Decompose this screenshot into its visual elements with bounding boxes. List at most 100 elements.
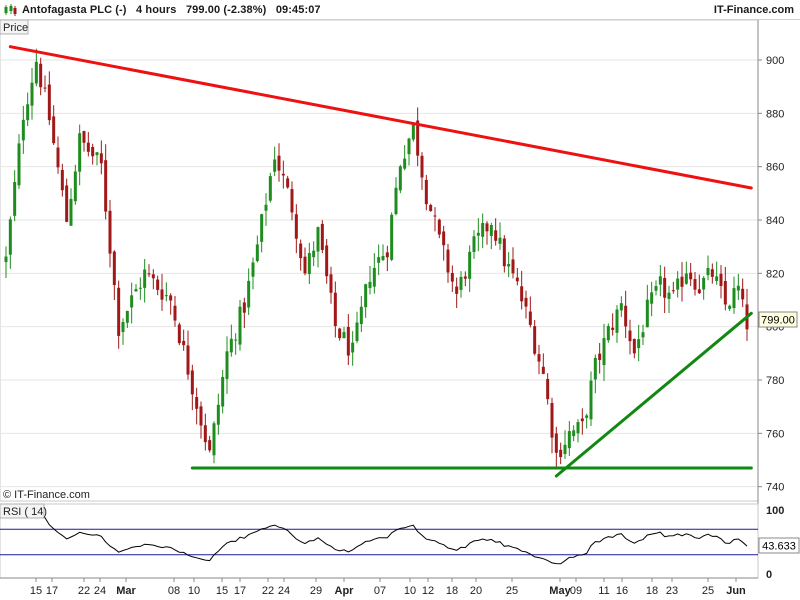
candle-body <box>463 276 467 279</box>
candle-body <box>732 288 736 309</box>
candle-body <box>78 133 82 172</box>
candle-body <box>442 231 446 246</box>
candle-body <box>684 273 688 284</box>
price-tick-label: 740 <box>766 482 784 494</box>
x-axis: 15 17 22 24 Mar 08 10 15 17 22 24 29 Apr 07 10 12 18 20 25… <box>0 577 758 597</box>
candle-body <box>476 232 480 236</box>
candle-body <box>446 249 450 273</box>
x-tick-label: 25 <box>702 585 714 597</box>
x-tick-label: May <box>549 585 571 597</box>
x-tick-label: 24 <box>94 585 106 597</box>
rsi-panel-tag <box>0 503 45 519</box>
x-tick-label: 12 <box>422 585 434 597</box>
candle-body <box>99 153 103 164</box>
candle-body <box>316 227 320 252</box>
candle-body <box>658 276 662 285</box>
last-price-marker: 799.00 <box>758 311 798 328</box>
candle-body <box>221 376 225 407</box>
candle-body <box>615 309 619 333</box>
candle-body <box>108 210 112 254</box>
candle-body <box>177 324 181 344</box>
candle-body <box>242 302 246 313</box>
x-tick-label: 22 <box>262 585 274 597</box>
candle-body <box>524 297 528 307</box>
candle-body <box>710 269 714 277</box>
brand-name: IT-Finance.com <box>713 4 794 16</box>
candle-body <box>485 223 489 232</box>
candle-body <box>238 306 242 345</box>
candle-body <box>320 223 324 251</box>
candle-body <box>481 222 485 237</box>
x-tick-label: 09 <box>570 585 582 597</box>
price-tick-label: 880 <box>766 108 784 120</box>
x-tick-label: 23 <box>666 585 678 597</box>
x-tick-label: 08 <box>168 585 180 597</box>
candle-body <box>260 214 264 242</box>
candle-body <box>47 84 51 121</box>
candle-body <box>676 278 680 290</box>
candle-body <box>82 131 86 143</box>
candle-body <box>86 142 90 152</box>
candlestick-series <box>4 48 749 467</box>
x-tick-label: 20 <box>470 585 482 597</box>
x-tick-label: 10 <box>188 585 200 597</box>
candle-body <box>91 146 95 157</box>
candle-body <box>39 63 43 88</box>
candle-body <box>515 277 519 282</box>
candle-body <box>286 178 290 188</box>
candle-body <box>416 120 420 156</box>
candle-body <box>424 179 428 205</box>
trendlines <box>8 45 753 478</box>
candle-body <box>21 119 25 141</box>
candle-body <box>632 338 636 354</box>
candle-body <box>156 279 160 290</box>
candle-body <box>715 276 719 281</box>
candle-body <box>203 425 207 443</box>
candle-body <box>134 289 138 292</box>
candle-body <box>693 279 697 290</box>
support-rising-trendline <box>554 311 753 478</box>
candle-body <box>147 273 151 275</box>
candle-body <box>208 440 212 451</box>
candle-body <box>52 116 56 144</box>
x-tick-label: 15 <box>216 585 228 597</box>
candle-body <box>372 267 376 287</box>
candle-body <box>73 171 77 202</box>
rsi-bands <box>0 528 758 556</box>
candle-body <box>186 345 190 375</box>
candle-body <box>702 277 706 290</box>
candle-body <box>407 138 411 155</box>
candle-body <box>472 236 476 252</box>
candle-body <box>234 339 238 341</box>
candle-body <box>151 274 155 279</box>
candle-body <box>429 204 433 212</box>
candle-body <box>325 245 329 277</box>
candle-body <box>273 159 277 172</box>
candle-body <box>489 225 493 236</box>
candle-body <box>667 292 671 299</box>
candle-body <box>329 274 333 293</box>
candle-body <box>268 176 272 201</box>
candle-body <box>290 189 294 213</box>
candle-body <box>498 237 502 244</box>
candle-body <box>654 286 658 291</box>
rsi-panel-label: RSI ( 14) <box>3 506 47 518</box>
watermark: © IT-Finance.com <box>3 489 90 501</box>
candle-body <box>390 214 394 260</box>
candle-body <box>164 295 168 297</box>
candle-body <box>723 281 727 305</box>
candle-body <box>468 251 472 279</box>
candle-body <box>225 351 229 379</box>
candle-body <box>195 397 199 409</box>
price-panel-label: Price <box>3 22 28 34</box>
candle-body <box>364 284 368 308</box>
candle-body <box>602 338 606 366</box>
chart-header: Antofagasta PLC (-) 4 hours 799.00 (-2.3… <box>0 0 800 20</box>
candle-body <box>303 256 307 274</box>
x-tick-label: 25 <box>506 585 518 597</box>
candle-body <box>264 204 268 211</box>
candle-body <box>637 339 641 349</box>
x-tick-label: 11 <box>598 585 609 597</box>
rsi-last-label: 43.633 <box>762 541 796 553</box>
